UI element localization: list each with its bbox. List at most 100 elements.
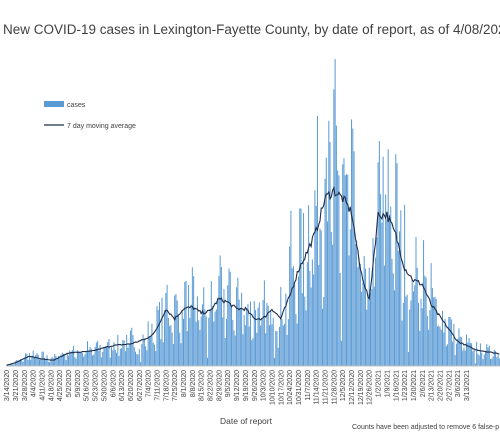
cases-bar bbox=[265, 333, 267, 366]
cases-bar bbox=[88, 350, 90, 366]
x-tick-label: 2/27/2021 bbox=[446, 370, 453, 401]
cases-bar bbox=[325, 157, 327, 366]
cases-bar bbox=[368, 267, 370, 366]
cases-bar bbox=[419, 330, 421, 366]
cases-bar bbox=[244, 324, 246, 366]
cases-bar bbox=[290, 210, 292, 366]
cases-bar bbox=[20, 359, 22, 366]
cases-bar bbox=[396, 163, 398, 366]
cases-bar bbox=[241, 292, 243, 366]
cases-bar bbox=[56, 358, 58, 366]
x-tick-label: 10/17/2020 bbox=[278, 370, 285, 405]
cases-bar bbox=[104, 346, 106, 366]
cases-bar bbox=[338, 175, 340, 366]
cases-bar bbox=[483, 354, 485, 366]
x-tick-label: 11/14/2020 bbox=[314, 370, 321, 405]
cases-bar bbox=[327, 221, 329, 366]
cases-bar bbox=[399, 231, 401, 366]
x-tick-label: 11/28/2020 bbox=[331, 370, 338, 405]
cases-bar bbox=[273, 357, 275, 366]
x-tick-label: 1/16/2021 bbox=[393, 370, 400, 401]
cases-bar bbox=[294, 284, 296, 366]
cases-bar bbox=[103, 346, 105, 366]
cases-bar bbox=[14, 361, 16, 366]
cases-bar bbox=[249, 301, 251, 366]
cases-bar bbox=[73, 345, 75, 366]
cases-bar bbox=[21, 360, 23, 366]
cases-bar bbox=[79, 352, 81, 366]
x-tick-label: 7/18/2020 bbox=[163, 370, 170, 401]
cases-bar bbox=[378, 141, 380, 366]
cases-bar bbox=[28, 353, 30, 366]
x-tick-label: 3/28/2020 bbox=[22, 370, 29, 401]
cases-bar bbox=[165, 293, 167, 366]
x-tick-label: 5/30/2020 bbox=[101, 370, 108, 401]
cases-bar bbox=[181, 310, 183, 366]
cases-bar bbox=[410, 300, 412, 366]
cases-bar bbox=[377, 162, 379, 366]
cases-bar bbox=[367, 294, 369, 366]
cases-bar bbox=[93, 354, 95, 366]
cases-bar bbox=[64, 353, 66, 366]
cases-bar bbox=[473, 349, 475, 366]
cases-bar bbox=[239, 308, 241, 366]
cases-bar bbox=[92, 355, 94, 366]
cases-bar bbox=[98, 350, 100, 366]
cases-bar bbox=[78, 351, 80, 366]
x-tick-label: 12/5/2020 bbox=[340, 370, 347, 401]
cases-bar bbox=[148, 337, 150, 366]
cases-bar bbox=[436, 326, 438, 366]
cases-bar bbox=[131, 327, 133, 366]
cases-bar bbox=[263, 280, 265, 366]
cases-bar bbox=[467, 342, 469, 366]
cases-bar bbox=[260, 325, 262, 366]
cases-bar bbox=[387, 149, 389, 366]
cases-bar bbox=[482, 359, 484, 366]
cases-bar bbox=[212, 306, 214, 366]
cases-bar bbox=[334, 58, 336, 366]
cases-bar bbox=[188, 284, 190, 366]
cases-bar bbox=[287, 319, 289, 366]
cases-bar bbox=[36, 353, 38, 366]
cases-bar bbox=[160, 339, 162, 366]
cases-bar bbox=[407, 352, 409, 366]
cases-bar bbox=[414, 285, 416, 366]
x-tick-label: 1/9/2021 bbox=[384, 370, 391, 397]
cases-bar bbox=[200, 316, 202, 366]
cases-bar bbox=[138, 348, 140, 366]
cases-bar bbox=[26, 354, 28, 366]
cases-bar bbox=[358, 257, 360, 366]
cases-bar bbox=[81, 353, 83, 366]
cases-bar bbox=[116, 352, 118, 366]
cases-bar bbox=[316, 115, 318, 366]
cases-bar bbox=[330, 232, 332, 366]
cases-bar bbox=[420, 298, 422, 366]
cases-bar bbox=[268, 325, 270, 366]
x-tick-label: 3/14/2020 bbox=[4, 370, 11, 401]
cases-bar bbox=[385, 194, 387, 366]
cases-bar bbox=[62, 353, 64, 366]
cases-bar bbox=[328, 120, 330, 366]
cases-bar bbox=[433, 297, 435, 366]
cases-bar bbox=[315, 205, 317, 366]
cases-bar bbox=[122, 340, 124, 366]
cases-bar bbox=[119, 348, 121, 366]
cases-bar bbox=[86, 341, 88, 366]
cases-bar bbox=[47, 361, 49, 366]
cases-bar bbox=[454, 355, 456, 366]
cases-bar bbox=[261, 318, 263, 366]
cases-bar bbox=[109, 357, 111, 366]
cases-bar bbox=[180, 343, 182, 366]
cases-bar bbox=[123, 340, 125, 366]
cases-bar bbox=[364, 268, 366, 366]
cases-bar bbox=[228, 268, 230, 366]
cases-bar bbox=[286, 334, 288, 366]
cases-bar bbox=[229, 271, 231, 366]
cases-bar bbox=[266, 302, 268, 366]
cases-bar bbox=[314, 190, 316, 366]
cases-bar bbox=[351, 119, 353, 366]
cases-bar bbox=[167, 318, 169, 366]
cases-bar bbox=[337, 170, 339, 366]
cases-bar bbox=[203, 287, 205, 366]
cases-bar bbox=[151, 323, 153, 366]
